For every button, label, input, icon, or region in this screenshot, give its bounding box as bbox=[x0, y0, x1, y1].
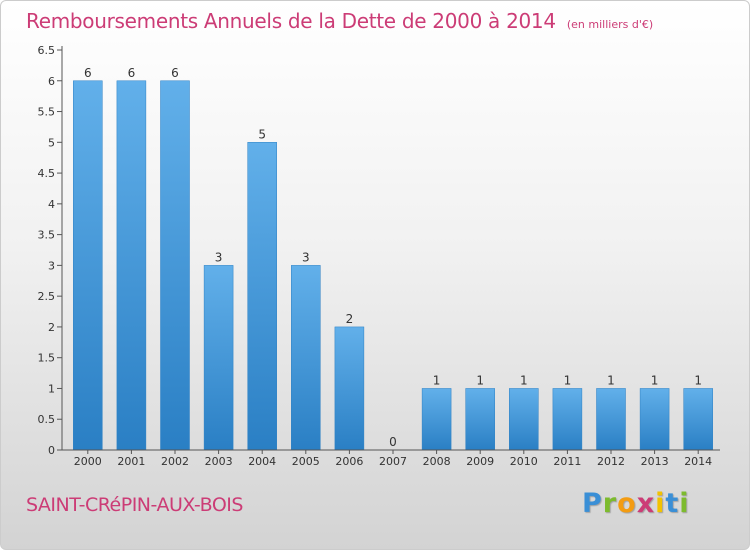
x-tick-label: 2013 bbox=[641, 455, 669, 468]
bar-2002 bbox=[160, 80, 190, 451]
y-tick-label: 5.5 bbox=[38, 106, 56, 119]
bar-2008 bbox=[421, 388, 452, 451]
y-tick-label: 1 bbox=[48, 382, 55, 395]
y-tick-label: 0.5 bbox=[38, 413, 56, 426]
x-tick-label: 2001 bbox=[117, 455, 145, 468]
x-tick-label: 2006 bbox=[335, 455, 363, 468]
y-axis: 0 0.5 1 1.5 2 2.5 3 3.5 4 4.5 5 5.5 6 6.5 bbox=[38, 44, 63, 457]
data-label-2010: 1 bbox=[520, 373, 528, 387]
y-tick-label: 0 bbox=[48, 444, 55, 457]
logo-letter: o bbox=[617, 488, 637, 519]
x-tick-label: 2004 bbox=[248, 455, 276, 468]
chart-title: Remboursements Annuels de la Dette de 20… bbox=[26, 9, 556, 33]
x-tick-label: 2003 bbox=[205, 455, 233, 468]
logo-letter: i bbox=[679, 488, 690, 519]
bar-2001 bbox=[116, 80, 147, 451]
bars: 6 6 6 3 5 3 2 0 1 1 1 1 1 1 1 bbox=[73, 66, 713, 451]
bar-2013 bbox=[639, 388, 670, 451]
data-label-2005: 3 bbox=[302, 250, 310, 264]
bar-2000 bbox=[73, 80, 103, 451]
logo-letter: t bbox=[665, 488, 680, 519]
bar-2009 bbox=[465, 388, 495, 451]
x-tick-label: 2014 bbox=[684, 455, 712, 468]
title-row: Remboursements Annuels de la Dette de 20… bbox=[26, 9, 653, 33]
x-tick-label: 2008 bbox=[423, 455, 451, 468]
x-tick-label: 2010 bbox=[510, 455, 538, 468]
x-tick-label: 2011 bbox=[553, 455, 581, 468]
logo-letter: P bbox=[582, 488, 603, 519]
bar-2012 bbox=[596, 388, 626, 451]
bar-2011 bbox=[552, 388, 583, 451]
x-tick-label: 2005 bbox=[292, 455, 320, 468]
x-tick-label: 2009 bbox=[466, 455, 494, 468]
y-tick-label: 4.5 bbox=[38, 167, 56, 180]
chart-subtitle: (en milliers d'€) bbox=[566, 18, 654, 31]
x-tick-label: 2012 bbox=[597, 455, 625, 468]
x-axis: 2000 2001 2002 2003 2004 2005 2006 2007 2008 2009… bbox=[62, 449, 720, 468]
y-tick-label: 3.5 bbox=[38, 229, 56, 242]
bar-2010 bbox=[509, 388, 539, 451]
bar-2005 bbox=[291, 265, 321, 451]
x-tick-label: 2000 bbox=[74, 455, 102, 468]
logo-letter: i bbox=[655, 488, 666, 519]
proxiti-logo: Proxiti bbox=[582, 488, 690, 519]
x-tick-label: 2007 bbox=[379, 455, 407, 468]
data-label-2007: 0 bbox=[389, 435, 397, 449]
y-tick-label: 6 bbox=[48, 75, 55, 88]
data-label-2012: 1 bbox=[607, 373, 615, 387]
data-label-2014: 1 bbox=[694, 373, 702, 387]
data-label-2008: 1 bbox=[433, 373, 441, 387]
data-label-2004: 5 bbox=[258, 127, 266, 141]
y-tick-label: 4 bbox=[48, 198, 55, 211]
logo-letter: x bbox=[636, 488, 656, 519]
y-tick-label: 5 bbox=[48, 136, 55, 149]
data-label-2011: 1 bbox=[564, 373, 572, 387]
data-label-2013: 1 bbox=[651, 373, 659, 387]
bar-2014 bbox=[683, 388, 713, 451]
y-tick-label: 3 bbox=[48, 259, 55, 272]
data-label-2003: 3 bbox=[215, 250, 223, 264]
logo-letter: r bbox=[602, 488, 618, 519]
data-label-2001: 6 bbox=[128, 66, 136, 80]
y-tick-label: 6.5 bbox=[38, 44, 56, 57]
x-tick-label: 2002 bbox=[161, 455, 189, 468]
town-name: SAINT-CRéPIN-AUX-BOIS bbox=[26, 494, 243, 516]
data-label-2006: 2 bbox=[346, 312, 354, 326]
data-label-2002: 6 bbox=[171, 66, 179, 80]
bar-2004 bbox=[247, 142, 277, 451]
y-tick-label: 2.5 bbox=[38, 290, 56, 303]
y-tick-label: 2 bbox=[48, 321, 55, 334]
data-label-2000: 6 bbox=[84, 66, 92, 80]
data-label-2009: 1 bbox=[476, 373, 484, 387]
y-tick-label: 1.5 bbox=[38, 352, 56, 365]
bar-2003 bbox=[203, 265, 234, 451]
bar-2006 bbox=[334, 326, 365, 451]
